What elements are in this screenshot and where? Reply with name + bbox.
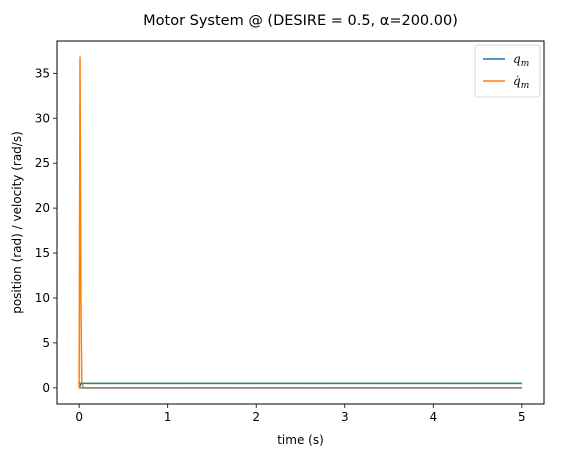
legend-box <box>474 44 541 98</box>
legend-label: q̇m <box>513 74 529 91</box>
x-tick-label: 4 <box>429 410 437 424</box>
x-tick-label: 0 <box>75 410 83 424</box>
x-tick-label: 5 <box>518 410 526 424</box>
y-tick-label: 35 <box>35 66 50 80</box>
y-tick-label: 10 <box>35 291 50 305</box>
x-axis-label: time (s) <box>277 433 324 447</box>
y-axis-label: position (rad) / velocity (rad/s) <box>10 131 24 314</box>
y-tick-label: 25 <box>35 156 50 170</box>
y-tick-label: 0 <box>42 381 50 395</box>
x-tick-label: 2 <box>252 410 260 424</box>
series-line-1 <box>78 56 522 389</box>
legend: qm q̇m <box>474 44 541 98</box>
legend-label: qm <box>513 52 529 69</box>
x-tick-label: 1 <box>164 410 172 424</box>
y-axis: 0 5 10 15 20 25 30 35 <box>35 66 57 395</box>
y-tick-label: 15 <box>35 246 50 260</box>
y-tick-label: 30 <box>35 111 50 125</box>
series-layer <box>78 56 522 389</box>
x-axis: 0 1 2 3 4 5 <box>75 404 526 424</box>
plot-frame <box>56 40 545 405</box>
x-tick-label: 3 <box>341 410 349 424</box>
chart-title: Motor System @ (DESIRE = 0.5, α=200.00) <box>143 13 458 29</box>
y-tick-label: 20 <box>35 201 50 215</box>
y-tick-label: 5 <box>42 336 50 350</box>
